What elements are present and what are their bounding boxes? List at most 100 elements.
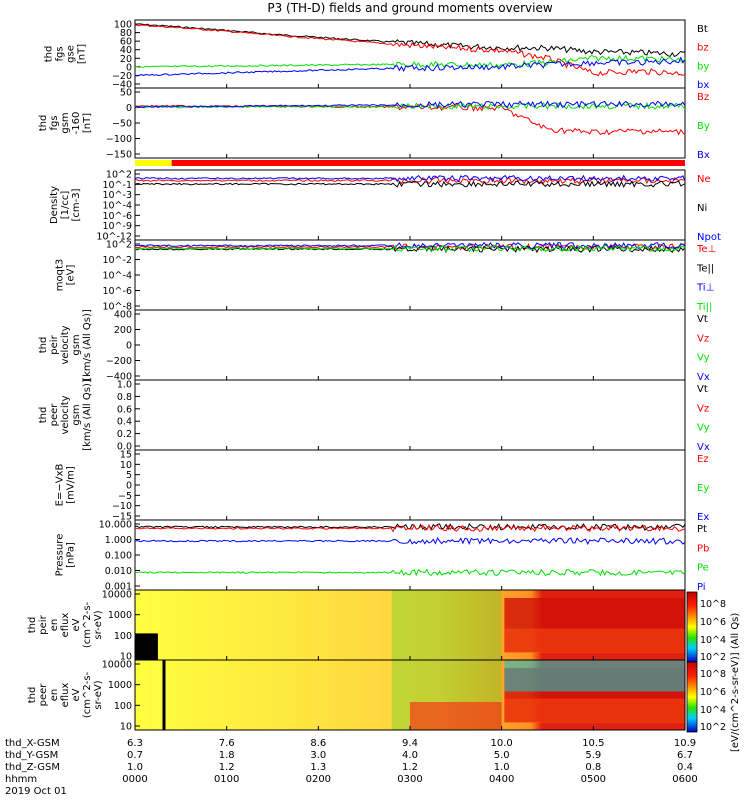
footer-value: 0200 [306,774,331,785]
y-axis-label: velocity [60,395,71,434]
panel-background [135,520,685,590]
y-axis-label: en [49,619,60,632]
series-line [134,537,686,546]
legend-entry: Ey [697,483,709,494]
y-axis-label: peir [38,614,49,634]
series-line [134,568,686,577]
footer-value: 1.2 [219,762,235,773]
y-tick-label: 0.100 [105,551,132,562]
y-axis-label: [km/s (All Qs)] [82,379,93,451]
colorbar-1: 10^8 10^6 10^4 10^2 [686,591,726,663]
y-tick-label: 10^-4 [102,201,132,212]
spectrogram-band [410,702,502,730]
colorbar-tick: 10^8 [700,599,726,610]
y-tick-label: 10^-6 [102,286,132,297]
y-axis-label: gsm [71,404,82,425]
y-tick-label: 400 [114,310,132,321]
y-axis-label: thd [38,115,49,132]
y-axis-label: thd [44,46,55,63]
y-tick-label: 10.000 [99,520,132,531]
y-tick-label: 40 [120,45,132,56]
y-axis-label: [km/s (All Qs)] [82,309,93,381]
y-tick-label: 0 [126,481,132,492]
y-axis-label: peer [38,683,49,707]
colorbar-tick: 10^4 [700,705,726,716]
y-tick-label: 1.000 [105,535,132,546]
y-tick-label: −5 [118,491,132,502]
y-tick-label: 0.0 [117,442,132,453]
spectrogram-gap [135,633,158,660]
footer-row-label: hhmm [5,774,37,785]
series-line [134,174,686,183]
footer-value: 0.8 [585,762,601,773]
y-axis-label: gsm [71,334,82,355]
legend-entry: Vt [697,384,708,395]
y-axis-label: eflux [60,683,71,708]
panel-9: 10.000 1.000 0.100 0.010 0.001 Pressure [nPa] P… [55,519,709,593]
y-axis-label: (cm^2-s- [82,671,93,718]
y-tick-label: 200 [114,325,132,336]
y-tick-label: 10^2 [106,240,132,251]
colorbar-tick: 10^6 [700,617,726,628]
legend-entry: Vx [697,372,710,383]
y-axis-label: fgs [55,46,66,61]
y-tick-label: 10 [120,460,132,471]
y-tick-label: 0 [126,341,132,352]
footer-value: 5.9 [585,750,601,761]
footer-value: 0300 [397,774,422,785]
legend-entry: Ni [697,203,707,214]
footer-value: 0400 [489,774,514,785]
colorbar-2: 10^8 10^6 10^4 10^2 [686,661,726,733]
footer-value: 1.3 [310,762,326,773]
colorbar-tick: 10^2 [700,722,726,733]
series-line [134,244,686,253]
y-axis-label: thd [27,617,38,634]
footer-row-label: thd_Z-GSM [5,762,60,773]
spectrogram-band [391,590,502,660]
status-segment [135,160,172,166]
y-tick-label: 0.8 [117,392,132,403]
colorbar-tick: 10^6 [700,687,726,698]
y-tick-label: 10 [120,652,132,663]
spectrogram-gap [162,660,166,730]
y-tick-label: 1000 [108,680,132,691]
y-tick-label: 1000 [108,610,132,621]
colorbar-tick: 10^4 [700,635,726,646]
legend-entry: Ne [697,174,711,185]
footer-value: 3.0 [310,750,326,761]
colorbar-label: [eV/(cm^2-s-sr-eV)] (All Qs) [730,613,741,752]
footer-row-label: thd_X-GSM [5,738,60,749]
legend-entry: Bx [697,150,710,161]
y-tick-label: 0.6 [117,404,132,415]
legend-entry: Ti⊥ [696,283,714,294]
spectrogram-band [504,660,685,692]
legend-entry: Pe [697,563,709,574]
legend-entry: Pb [697,543,709,554]
y-tick-label: −50 [112,119,132,130]
y-tick-label: 5 [126,470,132,481]
y-axis-label: sr-eV) [93,610,104,639]
y-tick-label: −10 [112,501,132,512]
legend-entry: bz [697,43,709,54]
panel-background [135,310,685,380]
y-axis-label: sr-eV) [93,680,104,709]
legend-entry: by [697,61,709,72]
y-tick-label: 0.2 [117,429,132,440]
footer-value: 0000 [122,774,147,785]
y-axis-label: [eV] [66,265,77,286]
legend-entry: Te|| [696,263,714,274]
y-tick-label: −100 [106,134,132,145]
panel-2: 50 0 −50 −100 −150 thd fgs gsm -160 [nT] Bz By Bx [38,87,710,161]
footer-value: 7.6 [219,738,235,749]
legend-entry: Ez [697,454,709,465]
legend-entry: Ti|| [696,302,712,313]
y-axis-label: thd [38,337,49,354]
y-tick-label: −15 [112,512,132,523]
y-axis-label: -160 [71,112,82,135]
y-tick-label: −40 [112,80,132,91]
y-axis-label: peer [49,403,60,427]
footer-row-label: 2019 Oct 01 [5,786,67,797]
y-tick-label: −20 [112,71,132,82]
